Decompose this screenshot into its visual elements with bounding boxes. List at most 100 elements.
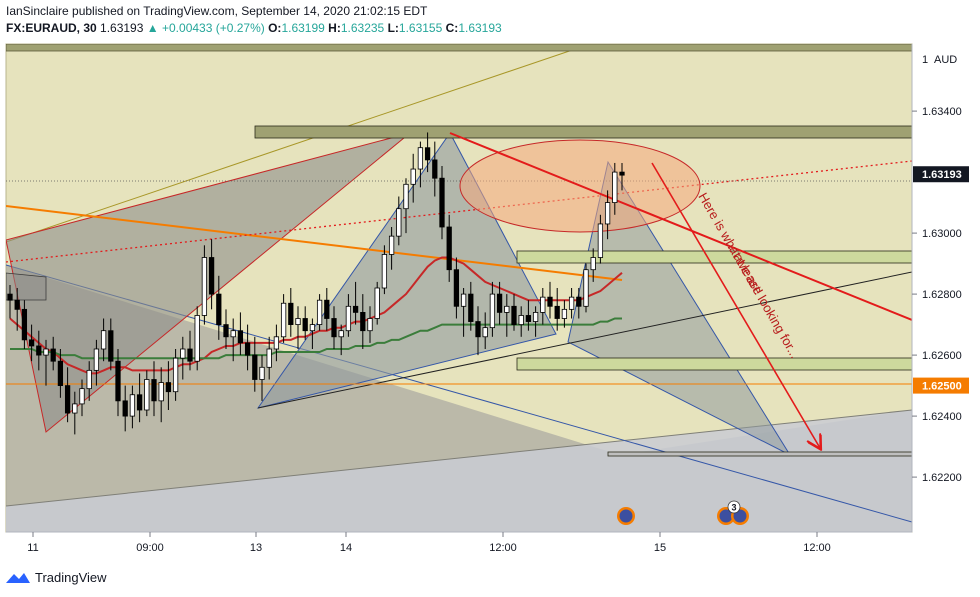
- candle: [338, 324, 344, 356]
- price-axis[interactable]: 1 AUD 1.63400 1.63000 1.62800 1.62600 1.6240…: [911, 44, 980, 532]
- candle: [201, 245, 208, 325]
- footer[interactable]: TradingView: [6, 570, 107, 585]
- candle: [345, 294, 352, 337]
- x-tick-label: 12:00: [489, 542, 517, 554]
- orange-trendline: [6, 205, 623, 281]
- price-badge: [913, 166, 969, 183]
- candle: [547, 281, 553, 319]
- red-dotted-trendline: [6, 160, 912, 263]
- candle: [439, 166, 445, 240]
- candle: [259, 355, 265, 401]
- event-badges[interactable]: 3: [617, 500, 749, 525]
- candle: [424, 132, 431, 173]
- symbol-label[interactable]: FX:EURAUD, 30: [6, 21, 97, 35]
- candle: [187, 330, 193, 371]
- last-price: 1.63193: [100, 21, 144, 35]
- x-tick-label: 13: [250, 542, 262, 554]
- candle: [295, 306, 301, 349]
- candle: [309, 318, 316, 349]
- candle: [180, 336, 186, 380]
- candle: [172, 349, 179, 401]
- time-axis[interactable]: 11 09:00 13 14 12:00 15 12:00: [6, 531, 912, 560]
- x-tick-label: 11: [27, 542, 38, 554]
- currency-label: AUD: [934, 54, 957, 66]
- candle: [129, 385, 136, 429]
- footer-brand: TradingView: [35, 570, 107, 585]
- y-tick-label: 1.63000: [922, 228, 962, 240]
- candle: [388, 227, 395, 270]
- candle: [554, 288, 560, 331]
- candle: [194, 306, 200, 371]
- candle: [367, 306, 373, 343]
- support-zone-2: [516, 357, 912, 371]
- published-line: IanSinclaire published on TradingView.co…: [6, 4, 428, 18]
- price-axis-bg: [912, 44, 980, 532]
- y-tick-label: 1.62200: [922, 472, 962, 484]
- candle: [482, 312, 488, 349]
- candle: [590, 248, 596, 282]
- candle: [280, 294, 287, 343]
- x-tick-label: 09:00: [136, 542, 164, 554]
- candle: [57, 349, 64, 398]
- y-tick-label: 1.62400: [922, 411, 962, 423]
- candle: [489, 281, 496, 337]
- x-tick-label: 14: [340, 542, 352, 554]
- candle: [396, 196, 402, 246]
- candle: [432, 141, 438, 197]
- change-up-icon: ▲: [146, 21, 159, 35]
- candle: [151, 361, 157, 417]
- candle: [93, 339, 100, 386]
- candle: [266, 336, 272, 380]
- open-value: 1.63199: [281, 21, 325, 35]
- candle: [28, 324, 35, 362]
- x-tick-label: 15: [654, 542, 666, 554]
- candle: [252, 336, 258, 392]
- candle: [619, 162, 625, 191]
- candle: [122, 385, 128, 432]
- candle: [525, 300, 532, 331]
- tradingview-logo-icon: [6, 572, 30, 583]
- price-axis-top-label: 1: [922, 54, 928, 66]
- support-zone-1: [516, 250, 912, 264]
- candle: [108, 318, 114, 371]
- candle: [511, 294, 517, 331]
- candle: [14, 288, 20, 331]
- candle: [244, 324, 251, 371]
- y-tick-label: 1.62600: [922, 350, 962, 362]
- target-zone: [607, 451, 912, 457]
- candle: [518, 306, 524, 337]
- candle: [532, 306, 539, 337]
- candle: [237, 312, 244, 356]
- candle: [410, 153, 416, 203]
- candle: [136, 373, 143, 423]
- candle: [468, 281, 474, 331]
- candle: [230, 318, 236, 362]
- candle: [43, 339, 49, 386]
- close-value: 1.63193: [458, 21, 502, 35]
- candle: [576, 288, 582, 319]
- candle: [7, 284, 13, 319]
- candle: [302, 306, 308, 340]
- symbol-info: FX:EURAUD, 30 1.63193 ▲ +0.00433 (+0.27%…: [6, 21, 502, 35]
- candle: [417, 141, 424, 188]
- event-count-badge: [727, 500, 741, 514]
- ma-red-line: [9, 256, 623, 375]
- candle: [273, 324, 280, 362]
- candles: [7, 132, 625, 435]
- y-tick-label: 1.63400: [922, 106, 962, 118]
- candle: [604, 190, 611, 240]
- upper-trendline: [6, 44, 591, 243]
- candle: [50, 336, 56, 371]
- open-label: O:: [268, 21, 282, 35]
- small-zone-box: [6, 272, 47, 301]
- price-badge: [913, 377, 969, 394]
- candle: [446, 214, 452, 282]
- candle: [86, 361, 92, 401]
- top-zone: [6, 44, 912, 52]
- candle: [403, 178, 409, 234]
- candle: [208, 239, 215, 310]
- candle: [144, 370, 150, 417]
- candle: [352, 281, 359, 325]
- candle: [79, 379, 85, 417]
